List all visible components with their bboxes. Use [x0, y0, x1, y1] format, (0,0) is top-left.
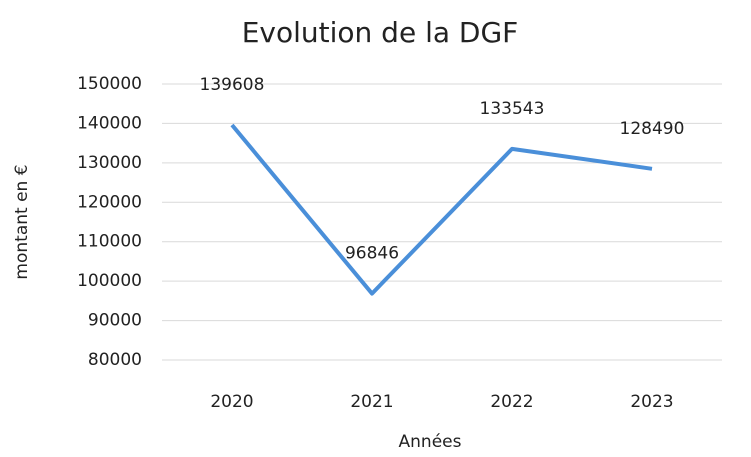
- x-axis-title: Années: [399, 432, 462, 452]
- chart-title: Evolution de la DGF: [242, 16, 519, 49]
- y-tick-label: 120000: [77, 192, 142, 212]
- x-tick-label: 2021: [350, 392, 393, 412]
- y-tick-label: 80000: [88, 350, 142, 370]
- y-tick-label: 90000: [88, 311, 142, 331]
- x-tick-label: 2023: [630, 392, 673, 412]
- y-axis-title: montant en €: [12, 164, 32, 279]
- data-label: 96846: [345, 244, 399, 264]
- y-tick-label: 130000: [77, 153, 142, 173]
- y-tick-label: 140000: [77, 113, 142, 133]
- y-tick-label: 100000: [77, 271, 142, 291]
- y-tick-label: 150000: [77, 74, 142, 94]
- data-label: 139608: [200, 75, 265, 95]
- x-tick-label: 2022: [490, 392, 533, 412]
- data-label: 133543: [480, 99, 545, 119]
- y-tick-label: 110000: [77, 232, 142, 252]
- data-label: 128490: [620, 119, 685, 139]
- data-line: [230, 123, 653, 296]
- x-tick-label: 2020: [210, 392, 253, 412]
